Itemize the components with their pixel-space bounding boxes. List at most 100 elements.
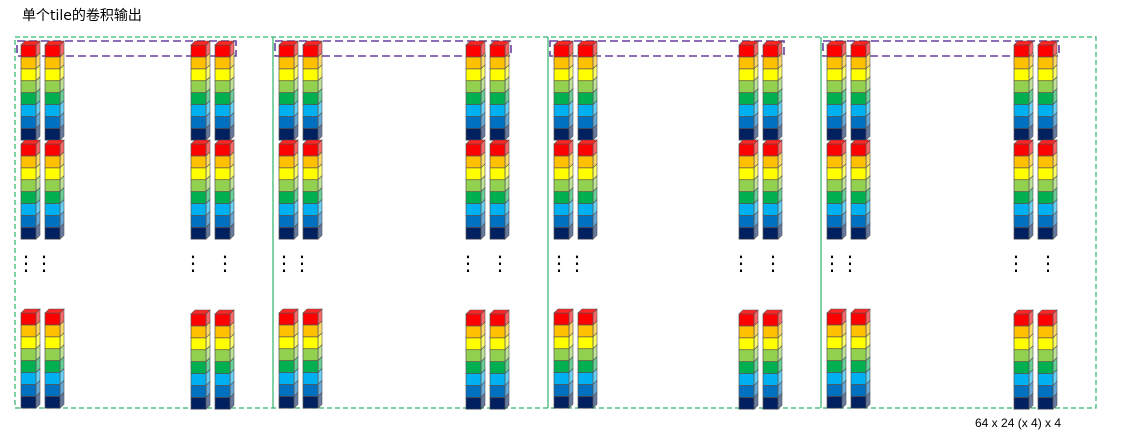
cube-1 [465,309,486,327]
ellipsis-left-b: ⋮ [567,251,587,275]
cube-column-left-b [44,308,65,409]
cube-1 [577,40,598,58]
ellipsis-left-b: ⋮ [292,251,312,275]
cube-1 [44,40,65,58]
cube-column-right-a [190,139,211,240]
cube-6 [190,198,211,217]
cube-1 [44,308,65,326]
cube-1 [826,308,847,326]
cube-6 [278,367,299,386]
cube-4 [44,75,65,94]
cube-column-left-a [826,139,847,240]
diagram-title: 单个tile的卷积输出 [22,8,142,24]
cube-1 [278,40,299,58]
cube-6 [214,99,235,118]
cube-1 [738,40,759,58]
cube-1 [190,40,211,58]
cube-8 [302,222,323,240]
cube-column-right-b [489,309,510,410]
cube-1 [738,139,759,157]
cube-5 [465,186,486,205]
cube-1 [190,309,211,327]
cube-4 [190,344,211,363]
tile-panel-1: ⋮⋮ ⋮ ⋮ [16,40,237,410]
cube-column-left-a [826,308,847,409]
cube-1 [738,309,759,327]
cube-column-right-a [1013,40,1034,141]
cube-8 [302,391,323,409]
cube-column-left-b [44,139,65,240]
cube-column-left-b [44,40,65,141]
cube-1 [302,139,323,157]
cube-column-left-a [20,40,41,141]
cube-1 [1037,309,1058,327]
cube-1 [826,40,847,58]
row-highlight-box [822,40,1060,57]
cube-column-left-b [302,40,323,141]
cube-8 [214,123,235,141]
cube-6 [214,198,235,217]
ellipsis-left-a: ⋮ [274,251,294,275]
row-highlight-box [274,40,512,57]
cube-column-left-a [553,40,574,141]
cube-8 [465,222,486,240]
ellipsis-right-b: ⋮ [215,251,235,275]
cube-4 [1037,344,1058,363]
cube-8 [278,391,299,409]
cube-column-right-b [762,309,783,410]
cube-5 [826,355,847,374]
cube-6 [489,99,510,118]
cube-column-right-b [214,40,235,141]
cube-2 [20,151,41,169]
cube-column-right-a [1013,309,1034,410]
cube-column-left-a [278,308,299,409]
cube-column-left-a [826,40,847,141]
cube-1 [302,40,323,58]
cube-column-right-b [489,40,510,141]
ellipsis-right-b: ⋮ [490,251,510,275]
cube-column-left-a [278,139,299,240]
cube-1 [465,40,486,58]
cube-5 [20,186,41,205]
cube-6 [577,99,598,118]
cube-7 [577,111,598,130]
cube-1 [302,308,323,326]
cube-column-right-a [190,309,211,410]
cube-6 [214,368,235,387]
cube-1 [214,309,235,327]
cube-1 [1037,139,1058,157]
cube-5 [850,87,871,106]
cube-2 [850,151,871,169]
cube-column-left-b [302,308,323,409]
cube-2 [577,151,598,169]
cube-4 [489,75,510,94]
cube-6 [465,99,486,118]
cube-8 [489,222,510,240]
cube-8 [762,392,783,410]
tile-panel-4: ⋮⋮ ⋮ ⋮ [822,40,1060,410]
cube-1 [577,139,598,157]
row-highlight-box [16,40,237,57]
cube-5 [465,87,486,106]
cube-7 [577,379,598,398]
cube-column-right-a [190,40,211,141]
cube-6 [20,99,41,118]
cube-1 [577,308,598,326]
cube-1 [1013,139,1034,157]
cube-8 [44,222,65,240]
cube-5 [826,186,847,205]
cube-column-right-b [762,139,783,240]
cube-column-left-b [850,139,871,240]
cube-1 [465,139,486,157]
cube-1 [214,139,235,157]
cube-1 [44,139,65,157]
cube-3 [489,64,510,82]
cube-column-left-b [577,308,598,409]
cube-column-left-a [553,308,574,409]
cube-6 [465,368,486,387]
cube-1 [278,139,299,157]
ellipsis-left-a: ⋮ [822,251,842,275]
cube-4 [738,344,759,363]
cube-1 [190,139,211,157]
cube-1 [1037,40,1058,58]
